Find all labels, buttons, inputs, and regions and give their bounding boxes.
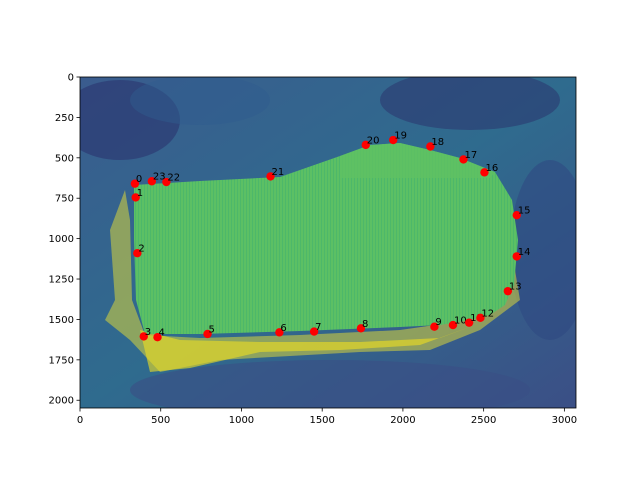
y-tick-label: 1000: [49, 234, 74, 245]
point-label: 16: [485, 163, 498, 174]
plot-frame: [79, 76, 577, 409]
y-tick-label: 1750: [49, 355, 74, 366]
point-marker: [203, 329, 212, 339]
x-tick-label: 0: [77, 415, 83, 426]
y-tick-label: 250: [55, 113, 74, 124]
point-marker: [480, 168, 489, 177]
x-axis: 0 500 1000 1500 2000 2500 3000: [77, 408, 577, 426]
point-label: 18: [431, 137, 444, 148]
point-label: 13: [509, 282, 522, 293]
point-marker: [430, 322, 439, 331]
y-tick-label: 1250: [49, 275, 74, 286]
image-background: [80, 77, 576, 408]
point-label: 10: [454, 316, 467, 327]
point-label: 7: [315, 322, 321, 333]
point-label: 14: [518, 247, 531, 258]
point-markers: 01234567891011121314151617181920212223: [130, 131, 531, 342]
point-label: 2: [138, 244, 144, 255]
point-marker: [131, 193, 140, 202]
point-label: 6: [280, 323, 286, 334]
point-marker: [133, 248, 142, 258]
x-tick-label: 3000: [552, 415, 577, 426]
y-tick-label: 1500: [49, 315, 74, 326]
point-label: 21: [272, 167, 285, 178]
point-marker: [464, 318, 474, 327]
x-tick-label: 500: [151, 415, 170, 426]
point-marker: [130, 179, 140, 188]
x-tick-label: 1500: [309, 415, 334, 426]
point-label: 22: [167, 173, 180, 184]
point-marker: [512, 210, 521, 220]
point-label: 3: [145, 327, 151, 338]
x-tick-label: 2500: [471, 415, 496, 426]
point-label: 1: [137, 188, 143, 199]
point-label: 9: [435, 317, 441, 328]
point-marker: [275, 328, 284, 337]
point-marker: [361, 140, 370, 150]
point-marker: [147, 177, 157, 186]
point-marker: [356, 324, 366, 333]
point-marker: [162, 177, 171, 187]
point-marker: [476, 313, 485, 323]
y-tick-label: 500: [55, 153, 74, 164]
point-marker: [139, 332, 148, 341]
point-marker: [389, 135, 398, 145]
y-tick-label: 0: [68, 73, 74, 84]
point-label: 15: [518, 206, 531, 217]
x-tick-label: 2000: [390, 415, 415, 426]
point-label: 5: [209, 324, 215, 335]
point-label: 19: [394, 131, 407, 142]
x-tick-label: 1000: [229, 415, 254, 426]
point-label: 12: [481, 308, 494, 319]
point-label: 20: [367, 135, 380, 146]
point-marker: [503, 286, 513, 296]
point-marker: [266, 172, 275, 181]
point-marker: [426, 142, 435, 151]
y-tick-label: 2000: [49, 396, 74, 407]
point-label: 8: [362, 319, 368, 330]
point-marker: [153, 333, 162, 342]
point-label: 23: [153, 172, 166, 183]
point-label: 17: [464, 150, 477, 161]
point-label: 4: [159, 328, 165, 339]
point-marker: [512, 252, 521, 261]
point-marker: [309, 327, 319, 336]
point-marker: [448, 320, 458, 330]
y-axis: 0 250 500 750 1000 1250 1500 1750 2000: [49, 73, 80, 407]
point-marker: [459, 155, 468, 164]
point-label: 0: [136, 174, 142, 185]
y-tick-label: 750: [55, 194, 74, 205]
